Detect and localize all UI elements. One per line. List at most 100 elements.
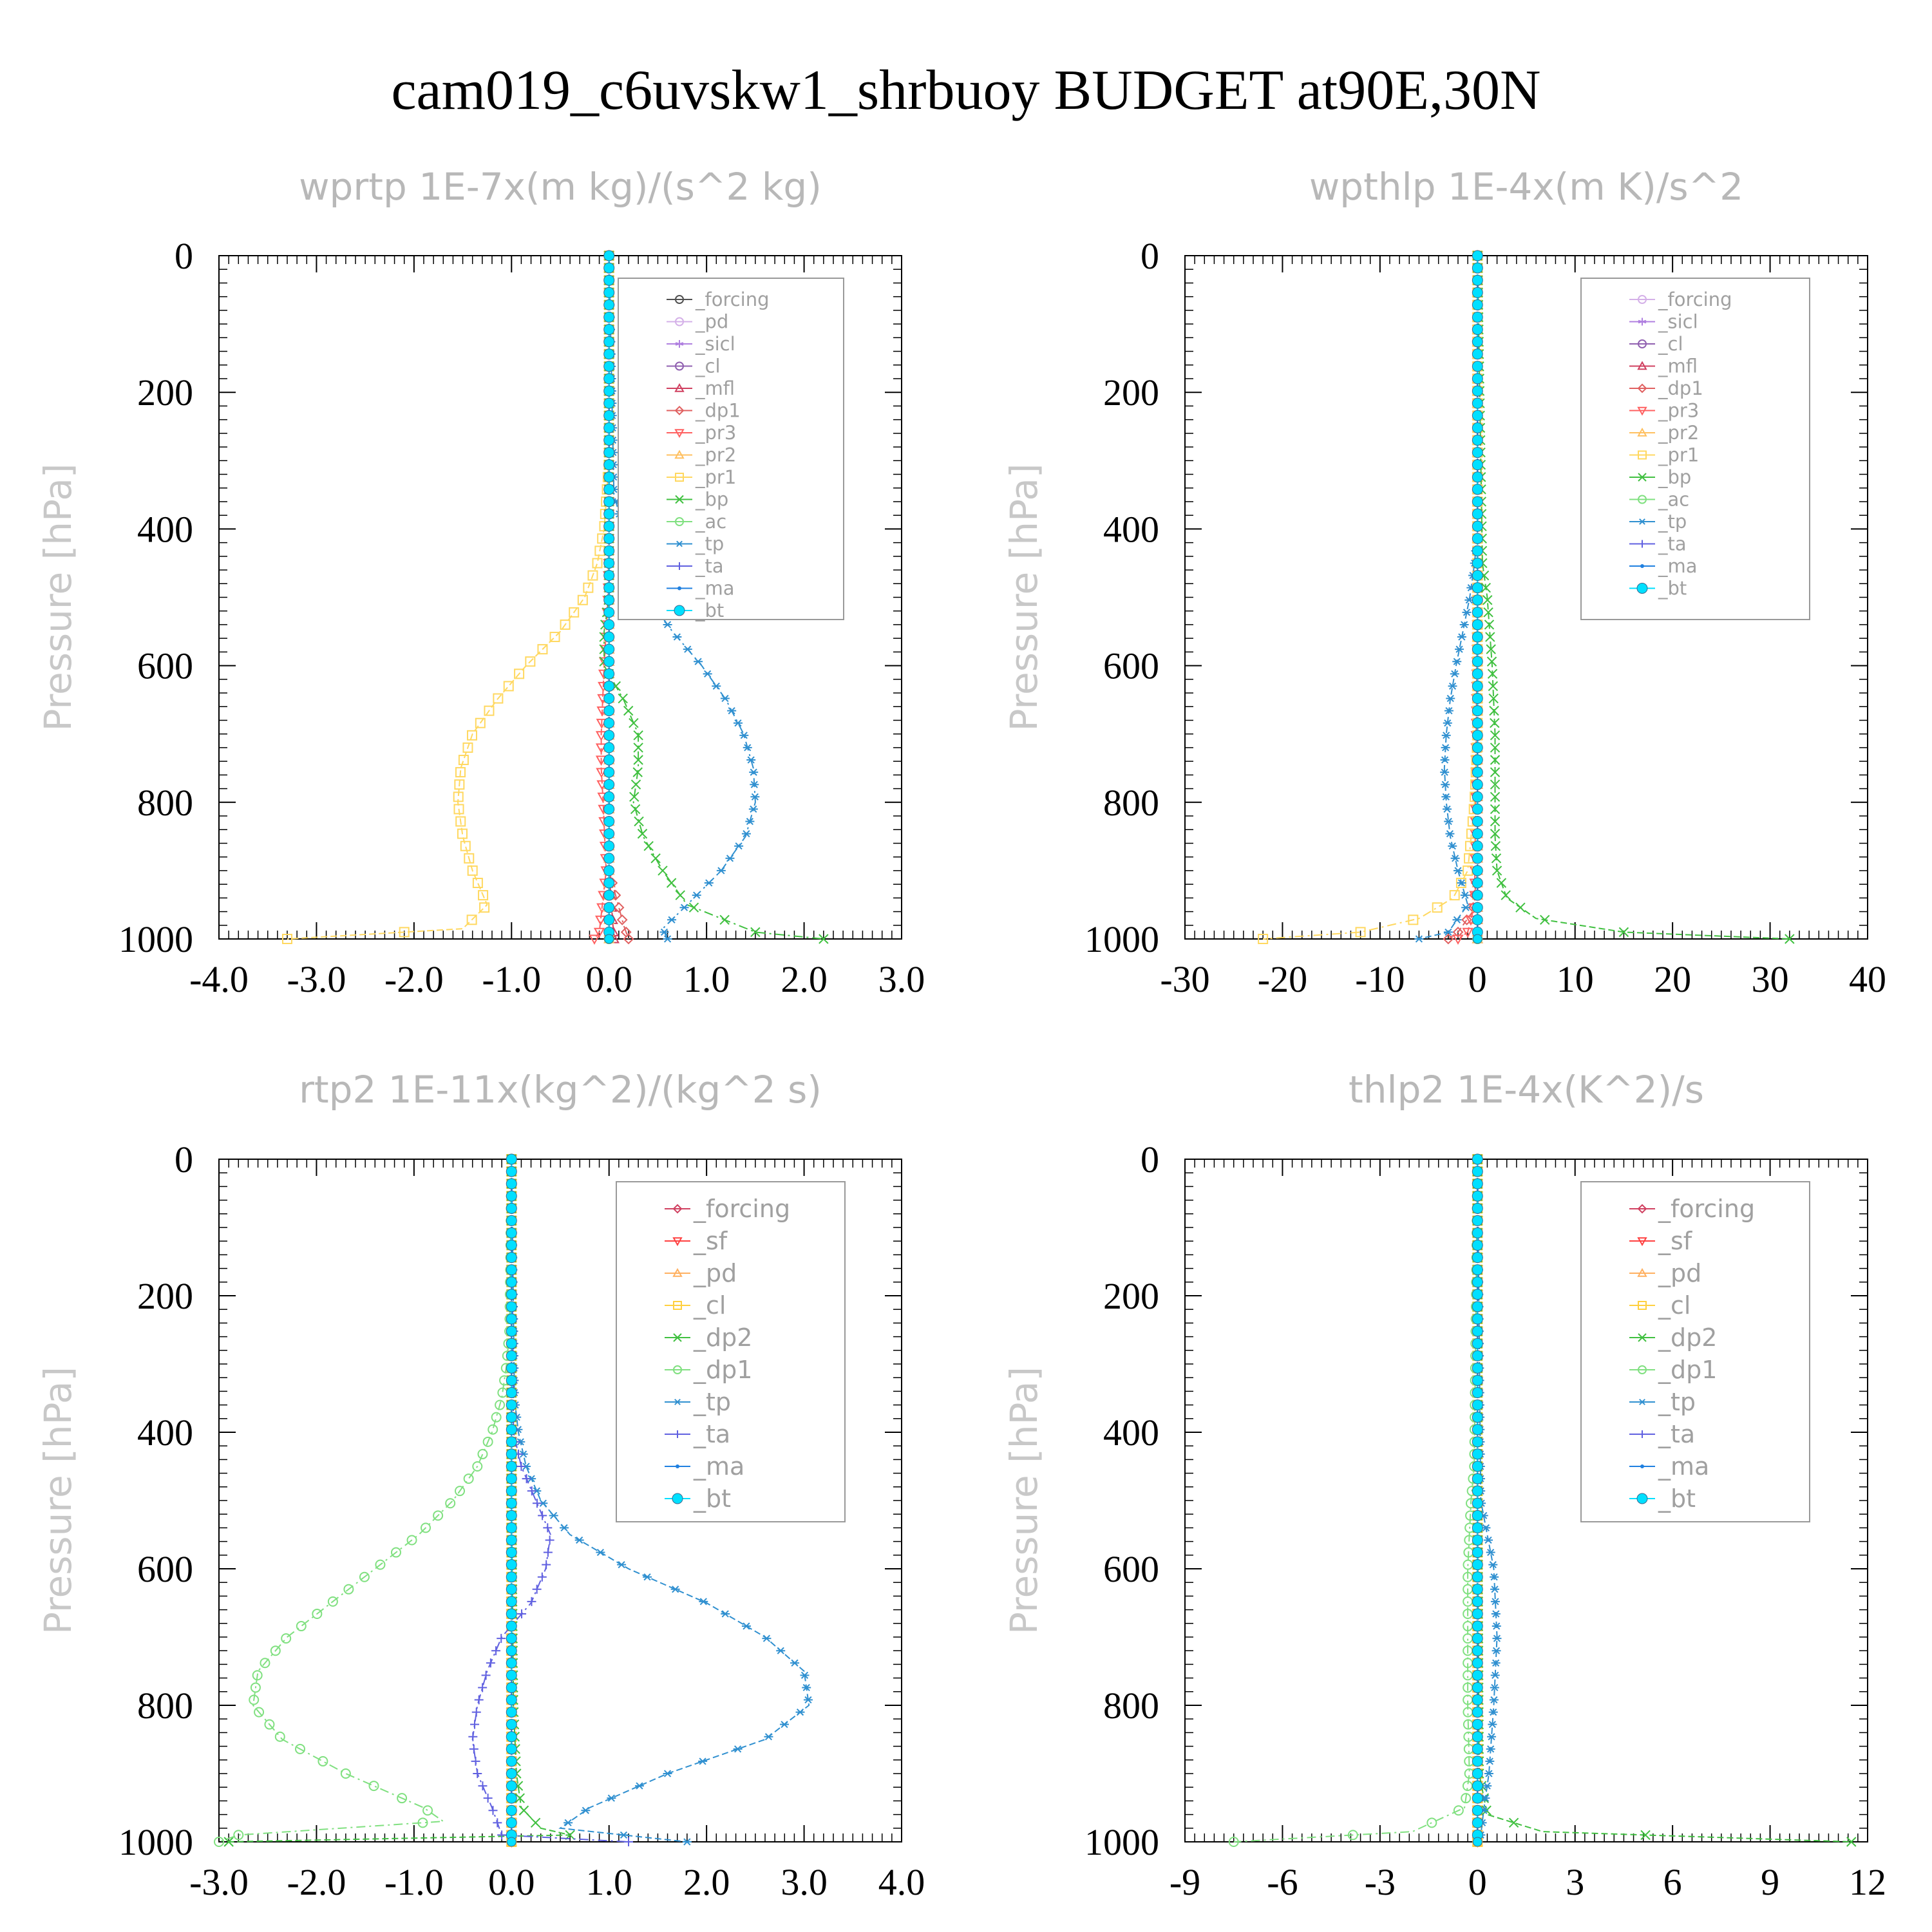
legend-label: _ma [695, 578, 735, 600]
legend-marker [1638, 518, 1646, 525]
data-point-marker [650, 853, 661, 864]
data-point-marker [679, 904, 689, 911]
data-point-marker [468, 1732, 478, 1741]
data-point-marker [603, 766, 615, 778]
data-point-marker [506, 1215, 517, 1226]
data-point-marker [594, 915, 607, 926]
x-tick-label: 3 [1566, 1861, 1584, 1903]
x-tick-label: -2.0 [287, 1861, 346, 1903]
data-point-marker [617, 1561, 627, 1569]
data-point-marker [397, 1793, 408, 1804]
data-point-marker [1472, 1817, 1483, 1828]
data-point-marker [1472, 1325, 1483, 1337]
legend-marker [675, 295, 684, 304]
data-point-marker [800, 1671, 810, 1679]
data-point-marker [506, 1313, 517, 1325]
legend-label: _forcing [1658, 1195, 1755, 1223]
series-line [1419, 256, 1479, 940]
data-point-marker [340, 1768, 351, 1779]
data-point-marker [506, 1190, 517, 1202]
data-point-marker [603, 299, 615, 310]
y-tick-label: 600 [1103, 1548, 1159, 1590]
data-point-marker [1490, 755, 1501, 765]
data-point-marker [749, 768, 759, 776]
data-point-marker [603, 680, 615, 692]
data-point-marker [603, 607, 615, 618]
data-point-marker [603, 803, 615, 815]
data-point-marker [223, 1837, 234, 1847]
x-tick-label: 2.0 [683, 1861, 730, 1903]
legend-label: _cl [1658, 333, 1683, 355]
legend-marker [672, 1493, 683, 1504]
data-point-marker [1472, 422, 1483, 433]
data-point-marker [1492, 1634, 1502, 1642]
legend-label: _pd [1658, 1259, 1701, 1287]
data-point-marker [750, 793, 760, 800]
x-tick-label: 2.0 [781, 958, 828, 1000]
data-point-marker [1488, 1721, 1497, 1728]
data-point-marker [1490, 743, 1501, 753]
data-point-marker [1472, 1633, 1483, 1644]
data-point-marker [1440, 768, 1450, 776]
data-point-marker [488, 1424, 498, 1435]
series-dp2 [223, 1154, 575, 1847]
data-point-marker [282, 934, 292, 944]
data-point-marker [506, 1522, 517, 1533]
data-point-marker [1472, 1669, 1483, 1681]
data-point-marker [475, 717, 486, 728]
series-bt [1472, 250, 1483, 944]
series-line [1477, 255, 1790, 940]
legend-frame [1580, 278, 1810, 620]
data-point-marker [1444, 817, 1454, 826]
data-point-marker [604, 934, 614, 944]
data-point-marker [506, 1768, 517, 1779]
data-point-marker [672, 633, 682, 641]
data-point-marker [603, 594, 615, 606]
data-point-marker [294, 1743, 305, 1754]
data-point-marker [343, 1584, 354, 1595]
legend-label: _ac [695, 511, 726, 533]
data-point-marker [1443, 805, 1452, 813]
y-tick-label: 600 [1103, 645, 1159, 687]
data-point-marker [445, 1498, 456, 1509]
data-point-marker [1472, 1497, 1483, 1509]
legend-marker [1638, 1399, 1646, 1405]
data-point-marker [467, 865, 478, 876]
legend-label: _pr2 [695, 444, 736, 466]
data-point-marker [803, 1696, 813, 1704]
data-point-marker [1490, 1683, 1499, 1692]
data-point-marker [1472, 1596, 1483, 1607]
data-point-marker [1492, 866, 1502, 876]
data-point-marker [1472, 1399, 1483, 1411]
data-point-marker [518, 1805, 529, 1815]
x-tick-label: 0 [1468, 958, 1487, 1000]
panel-title: wprtp 1E-7x(m kg)/(s^2 kg) [299, 165, 822, 209]
legend-marker [675, 495, 684, 504]
data-point-marker [1472, 1608, 1483, 1620]
data-point-marker [506, 1571, 517, 1583]
data-point-marker [1482, 1782, 1492, 1790]
data-point-marker [493, 693, 504, 704]
data-point-marker [506, 1485, 517, 1497]
x-tick-label: 1.0 [683, 958, 730, 1000]
data-point-marker [506, 1694, 517, 1706]
data-point-marker [1444, 707, 1454, 715]
data-point-marker [574, 1536, 584, 1544]
data-point-marker [491, 1646, 501, 1656]
data-point-marker [1472, 434, 1483, 446]
data-point-marker [457, 828, 468, 839]
legend-marker [675, 361, 684, 371]
data-point-marker [1472, 1804, 1483, 1816]
data-point-marker [506, 1436, 517, 1448]
data-point-marker [603, 361, 615, 372]
data-point-marker [1461, 1793, 1472, 1804]
data-point-marker [506, 1707, 517, 1718]
data-point-marker [506, 1240, 517, 1251]
series-line [218, 1159, 513, 1842]
data-point-marker [1472, 1719, 1483, 1730]
data-point-marker [721, 1610, 730, 1618]
legend-label: _bt [695, 600, 724, 621]
data-point-marker [1487, 1733, 1497, 1741]
data-point-marker [1472, 1240, 1483, 1251]
legend-label: _bt [1658, 1484, 1696, 1513]
